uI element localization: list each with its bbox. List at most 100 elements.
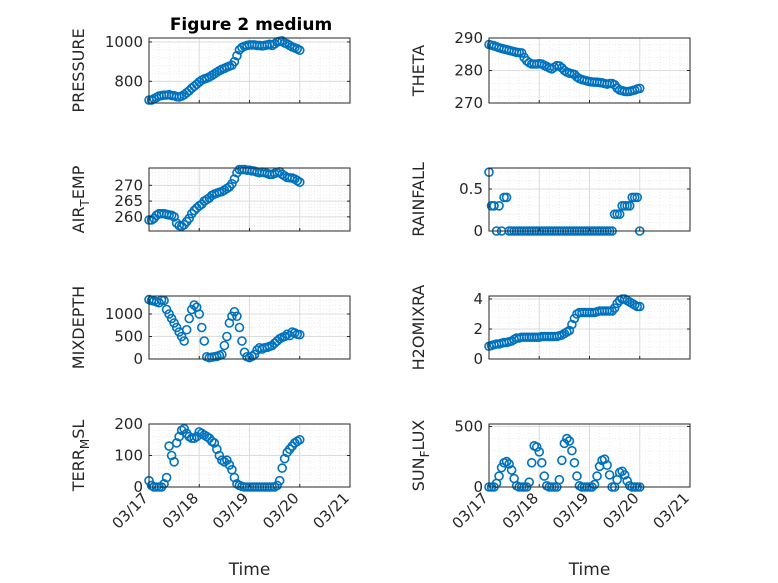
data-point [494, 201, 504, 211]
data-point [564, 325, 575, 336]
data-point [572, 471, 582, 481]
subplot-pressure: 800 1000 PRESSURE [69, 28, 351, 113]
y-axis-label-text: PRESSURE [69, 28, 88, 112]
data-point [496, 462, 507, 473]
figure-title: Figure 2 medium [170, 15, 332, 35]
x-axis-label: Time [228, 560, 271, 580]
y-tick-label: 100 [114, 447, 143, 465]
y-tick-label: 265 [114, 192, 143, 210]
data-point [189, 300, 200, 310]
data-point [214, 450, 225, 461]
data-point [524, 477, 535, 487]
y-tick-label: 0 [473, 478, 483, 496]
data-point [194, 309, 205, 319]
data-point [526, 457, 537, 468]
y-axis-label: RAINFALL [409, 162, 428, 237]
data-point [232, 50, 242, 61]
y-axis-label: H2OMIXRA [409, 285, 428, 371]
y-tick-label: 0 [473, 222, 483, 240]
subplot-h2omixra: 0 2 4 H2OMIXRA [409, 285, 691, 371]
data-point [592, 471, 602, 481]
data-point [536, 457, 547, 468]
data-point [624, 201, 635, 211]
data-point [567, 319, 577, 330]
data-point [539, 471, 550, 481]
data-point [161, 472, 172, 483]
data-point [277, 463, 287, 473]
y-axis-label-text: RAINFALL [409, 162, 428, 237]
data-point [184, 213, 194, 224]
data-point [154, 297, 164, 308]
y-tick-label: 1000 [105, 305, 143, 323]
y-tick-label: 2 [473, 320, 483, 338]
data-point [634, 301, 645, 312]
data-point [567, 445, 577, 456]
subplot-rainfall: 0 0.5 RAINFALL [409, 162, 691, 240]
y-tick-label: 200 [114, 415, 143, 433]
subplot-theta: 270 280 290 THETA [409, 29, 691, 112]
data-point [564, 436, 575, 446]
data-point [294, 45, 305, 56]
y-tick-label: 280 [454, 62, 483, 80]
subplot-mixdepth: 0 500 1000 MIXDEPTH [69, 286, 351, 369]
data-point [602, 460, 612, 470]
data-point [489, 201, 499, 211]
data-point [559, 438, 570, 449]
data-point [279, 331, 290, 342]
data-point [604, 470, 615, 480]
data-point [194, 77, 205, 87]
data-point [569, 457, 580, 468]
data-point [189, 205, 200, 216]
data-point [494, 471, 504, 481]
data-point [199, 336, 210, 346]
data-point [169, 456, 179, 467]
data-point [506, 465, 517, 475]
x-axis-label: Time [568, 560, 611, 580]
data-point [294, 329, 305, 340]
data-point [294, 177, 305, 187]
y-tick-label: 500 [114, 328, 143, 346]
data-point [619, 470, 630, 480]
data-point [634, 83, 645, 94]
data-point [272, 480, 282, 491]
data-point [196, 322, 207, 333]
y-tick-label: 0 [133, 478, 143, 496]
data-point [222, 331, 232, 342]
y-axis-label-text: H2OMIXRA [409, 285, 428, 371]
data-point [229, 56, 240, 67]
y-tick-label: 0.5 [459, 180, 483, 198]
data-point [181, 324, 192, 335]
y-tick-label: 290 [454, 29, 483, 47]
data-point [557, 455, 567, 466]
data-point [589, 479, 600, 490]
data-point [534, 447, 545, 457]
data-point [219, 340, 230, 351]
y-tick-label: 4 [473, 290, 483, 308]
y-axis-label: PRESSURE [69, 28, 88, 112]
data-point [179, 336, 189, 346]
y-axis-label-text: MIXDEPTH [69, 286, 88, 369]
y-axis-label-text: AIRTEMP [69, 165, 92, 233]
data-point [554, 474, 565, 485]
data-point [622, 476, 632, 486]
y-tick-label: 0 [133, 350, 143, 368]
y-tick-label: 270 [114, 176, 143, 194]
y-axis-label-text: SUNFLUX [409, 420, 432, 492]
data-point [232, 311, 242, 322]
data-point [612, 83, 622, 93]
y-tick-label: 800 [114, 72, 143, 90]
data-point [531, 442, 542, 452]
y-axis-label: AIRTEMP [69, 165, 92, 233]
y-tick-label: 270 [454, 94, 483, 112]
data-point [222, 455, 232, 466]
y-tick-label: 260 [114, 208, 143, 226]
data-point [599, 454, 610, 464]
data-point [562, 433, 572, 444]
y-axis-label-text: TERRMSL [69, 420, 92, 493]
y-axis-label: TERRMSL [69, 420, 92, 493]
data-point [247, 351, 257, 362]
data-point [274, 475, 285, 486]
